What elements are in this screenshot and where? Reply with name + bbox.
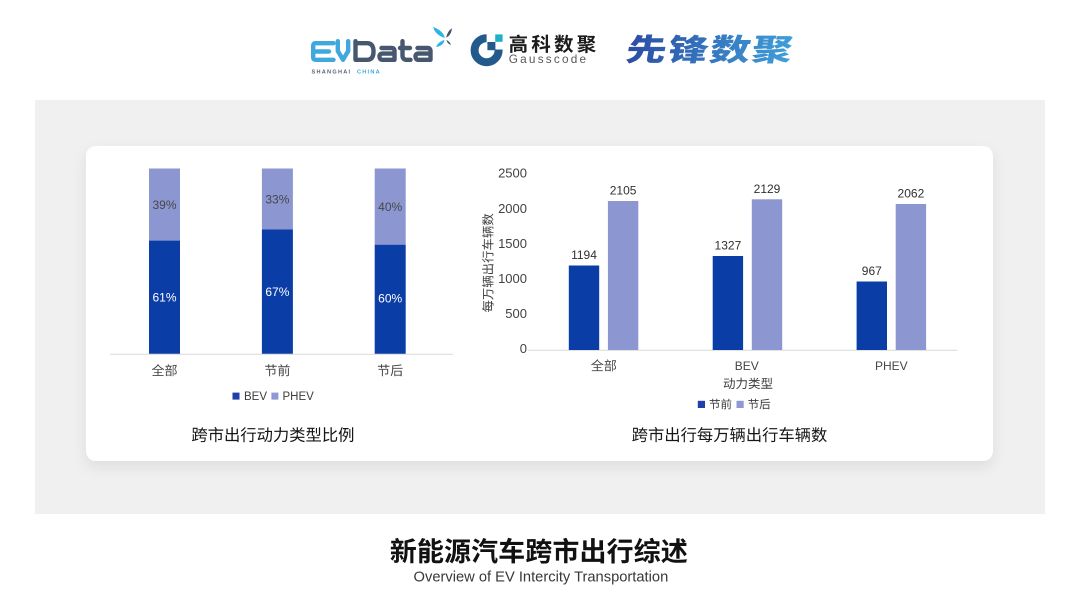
svg-text:39%: 39% <box>152 198 176 212</box>
svg-text:1194: 1194 <box>571 248 597 262</box>
svg-text:2105: 2105 <box>610 184 637 198</box>
svg-text:1500: 1500 <box>498 236 527 251</box>
svg-text:40%: 40% <box>378 200 402 214</box>
svg-text:SHANGHAI CHINA: SHANGHAI CHINA <box>312 70 381 76</box>
svg-text:1000: 1000 <box>498 271 527 286</box>
svg-text:2000: 2000 <box>498 201 527 216</box>
svg-text:60%: 60% <box>378 292 402 306</box>
svg-text:2062: 2062 <box>898 187 925 201</box>
svg-text:BEV: BEV <box>244 391 267 403</box>
svg-text:500: 500 <box>505 306 527 321</box>
svg-text:67%: 67% <box>265 285 289 299</box>
svg-text:61%: 61% <box>152 291 176 305</box>
svg-text:BEV: BEV <box>735 359 759 373</box>
svg-text:Overview of EV Intercity Trans: Overview of EV Intercity Transportation <box>414 570 669 586</box>
svg-text:Gausscode: Gausscode <box>509 52 588 66</box>
svg-text:2129: 2129 <box>754 182 781 196</box>
svg-text:967: 967 <box>862 264 882 278</box>
svg-text:0: 0 <box>520 341 527 356</box>
svg-text:33%: 33% <box>265 192 289 206</box>
svg-text:2500: 2500 <box>498 166 527 181</box>
svg-text:1327: 1327 <box>715 239 742 253</box>
svg-text:PHEV: PHEV <box>875 359 908 373</box>
svg-text:PHEV: PHEV <box>283 391 315 403</box>
